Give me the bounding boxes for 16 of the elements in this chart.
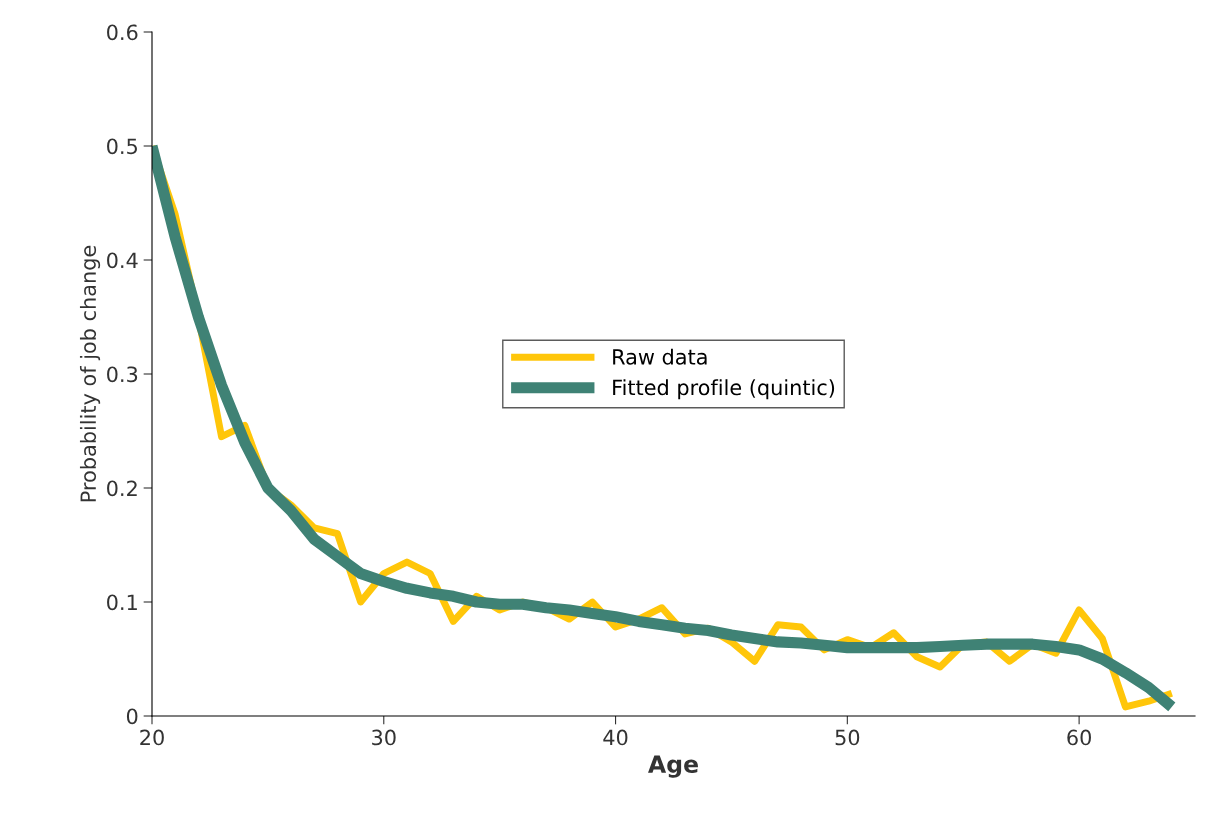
y-tick-label: 0.1 [107, 594, 137, 611]
y-axis-title: Probability of job change [79, 245, 101, 502]
x-tick-label: 50 [835, 729, 860, 746]
x-tick-label: 30 [372, 729, 396, 746]
y-tick-label: 0.5 [107, 138, 137, 155]
legend-label: Raw data [613, 348, 707, 365]
x-tick-label: 60 [1067, 729, 1091, 746]
y-tick-label: 0.3 [107, 366, 138, 383]
x-tick-label: 20 [140, 729, 164, 746]
x-tick-label: 40 [603, 729, 628, 746]
y-tick-label: 0.6 [107, 24, 138, 41]
legend-label: Fitted profile (quintic) [613, 379, 835, 400]
y-tick-label: 0 [126, 708, 138, 725]
y-tick-label: 0.4 [107, 252, 138, 269]
x-axis-title: Age [648, 755, 698, 778]
y-tick-label: 0.2 [107, 480, 137, 497]
